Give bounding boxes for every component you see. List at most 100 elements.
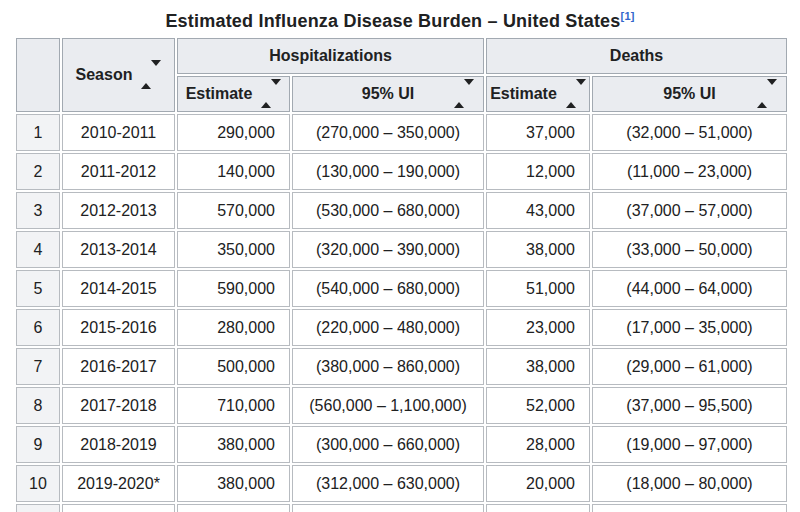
table-row: 2 2011-2012 140,000 (130,000 – 190,000) … [16,153,787,190]
table-header: Season Hospitalizations Deaths Estimate … [16,38,787,112]
table-row: 6 2015-2016 280,000 (220,000 – 480,000) … [16,309,787,346]
deaths-group-label: Deaths [610,47,663,64]
table-row: 8 2017-2018 710,000 (560,000 – 1,100,000… [16,387,787,424]
deaths-ui-cell: (37,000 – 57,000) [592,192,787,229]
season-cell: 2019-2020* [62,465,175,502]
hospitalizations-group-label: Hospitalizations [269,47,392,64]
season-cell: 2010-2011 [62,114,175,151]
deaths-ui-cell: (37,000 – 95,500) [592,387,787,424]
season-cell: 2015-2016 [62,309,175,346]
deaths-ui-cell: (29,000 – 61,000) [592,348,787,385]
hosp-estimate-cell: 380,000 [177,465,290,502]
sort-icon [141,66,161,84]
deaths-estimate-cell: 43,000 [486,192,590,229]
row-number-cell: 5 [16,270,60,307]
deaths-estimate-cell [486,504,590,512]
influenza-burden-table: Season Hospitalizations Deaths Estimate … [14,36,789,512]
deaths-estimate-cell: 37,000 [486,114,590,151]
table-row: 10 2019-2020* 380,000 (312,000 – 630,000… [16,465,787,502]
row-number-cell: 1 [16,114,60,151]
hosp-ui-cell: (320,000 – 390,000) [292,231,484,268]
row-number-cell: 8 [16,387,60,424]
deaths-estimate-cell: 28,000 [486,426,590,463]
table-row: 3 2012-2013 570,000 (530,000 – 680,000) … [16,192,787,229]
deaths-ui-cell [592,504,787,512]
deaths-estimate-cell: 38,000 [486,231,590,268]
table-row: 4 2013-2014 350,000 (320,000 – 390,000) … [16,231,787,268]
deaths-group-header: Deaths [486,38,787,74]
sort-icon [454,85,474,103]
season-cell [62,504,175,512]
sort-icon [261,85,281,103]
page-title: Estimated Influenza Disease Burden – Uni… [0,10,800,32]
hosp-ui-cell: (270,000 – 350,000) [292,114,484,151]
table-row-partial [16,504,787,512]
deaths-ui-cell: (19,000 – 97,000) [592,426,787,463]
hospitalizations-group-header: Hospitalizations [177,38,484,74]
season-header-label: Season [76,66,133,83]
deaths-estimate-header[interactable]: Estimate [486,76,590,112]
deaths-estimate-cell: 12,000 [486,153,590,190]
hosp-ui-cell: (560,000 – 1,100,000) [292,387,484,424]
deaths-ui-cell: (44,000 – 64,000) [592,270,787,307]
hosp-estimate-cell: 280,000 [177,309,290,346]
citation-link[interactable]: [1] [621,10,635,22]
hosp-ui-header[interactable]: 95% UI [292,76,484,112]
table-row: 5 2014-2015 590,000 (540,000 – 680,000) … [16,270,787,307]
table-title-text: Estimated Influenza Disease Burden – Uni… [165,11,620,31]
hosp-estimate-header[interactable]: Estimate [177,76,290,112]
season-cell: 2016-2017 [62,348,175,385]
table-row: 1 2010-2011 290,000 (270,000 – 350,000) … [16,114,787,151]
sort-icon [566,85,586,103]
deaths-ui-header[interactable]: 95% UI [592,76,787,112]
hosp-estimate-cell [177,504,290,512]
hosp-estimate-cell: 380,000 [177,426,290,463]
table-body: 1 2010-2011 290,000 (270,000 – 350,000) … [16,114,787,502]
header-group-row: Season Hospitalizations Deaths [16,38,787,74]
deaths-estimate-cell: 20,000 [486,465,590,502]
season-header[interactable]: Season [62,38,175,112]
row-number-cell: 10 [16,465,60,502]
hosp-estimate-cell: 570,000 [177,192,290,229]
corner-header-cell [16,38,60,112]
sort-icon [757,85,777,103]
deaths-ui-cell: (32,000 – 51,000) [592,114,787,151]
row-number-cell: 3 [16,192,60,229]
season-cell: 2012-2013 [62,192,175,229]
deaths-ui-cell: (17,000 – 35,000) [592,309,787,346]
row-number-cell [16,504,60,512]
deaths-ui-cell: (11,000 – 23,000) [592,153,787,190]
hosp-ui-cell: (130,000 – 190,000) [292,153,484,190]
deaths-estimate-cell: 51,000 [486,270,590,307]
season-cell: 2011-2012 [62,153,175,190]
hosp-estimate-label: Estimate [186,85,253,102]
table-row: 7 2016-2017 500,000 (380,000 – 860,000) … [16,348,787,385]
hosp-ui-cell [292,504,484,512]
hosp-estimate-cell: 710,000 [177,387,290,424]
row-number-cell: 7 [16,348,60,385]
deaths-ui-cell: (18,000 – 80,000) [592,465,787,502]
season-cell: 2014-2015 [62,270,175,307]
hosp-estimate-cell: 500,000 [177,348,290,385]
hosp-ui-cell: (380,000 – 860,000) [292,348,484,385]
deaths-ui-label: 95% UI [663,85,715,102]
table-row: 9 2018-2019 380,000 (300,000 – 660,000) … [16,426,787,463]
hosp-estimate-cell: 590,000 [177,270,290,307]
hosp-estimate-cell: 350,000 [177,231,290,268]
season-cell: 2013-2014 [62,231,175,268]
deaths-estimate-cell: 23,000 [486,309,590,346]
season-cell: 2017-2018 [62,387,175,424]
deaths-estimate-cell: 52,000 [486,387,590,424]
hosp-ui-label: 95% UI [362,85,414,102]
hosp-ui-cell: (540,000 – 680,000) [292,270,484,307]
hosp-ui-cell: (312,000 – 630,000) [292,465,484,502]
deaths-ui-cell: (33,000 – 50,000) [592,231,787,268]
hosp-estimate-cell: 290,000 [177,114,290,151]
table-body-clipped [16,504,787,512]
deaths-estimate-cell: 38,000 [486,348,590,385]
hosp-estimate-cell: 140,000 [177,153,290,190]
row-number-cell: 9 [16,426,60,463]
row-number-cell: 4 [16,231,60,268]
season-cell: 2018-2019 [62,426,175,463]
hosp-ui-cell: (220,000 – 480,000) [292,309,484,346]
